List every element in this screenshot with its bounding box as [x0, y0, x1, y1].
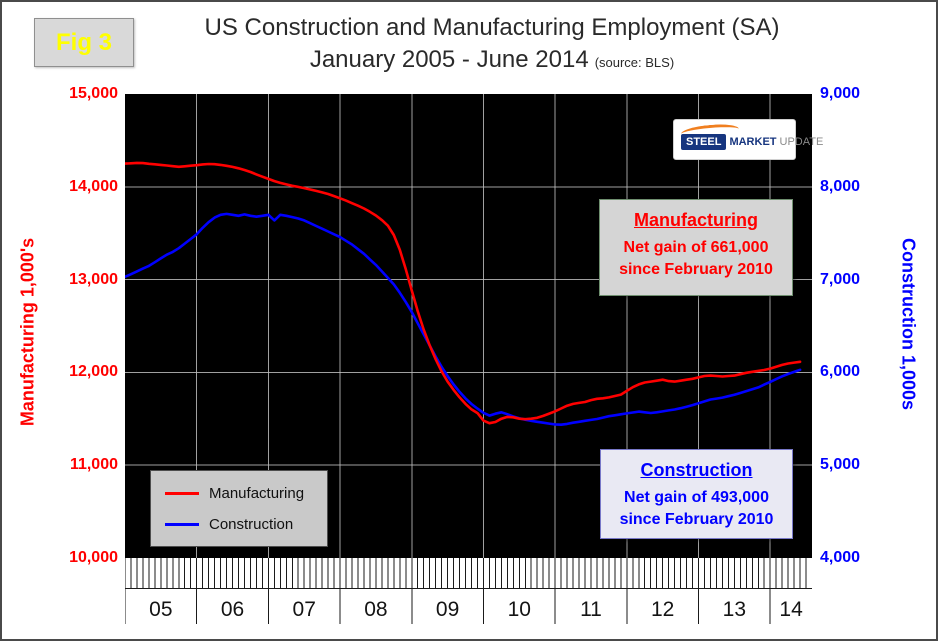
construction-annotation-line1: Net gain of 493,000 [624, 489, 769, 506]
right-axis-tick-labels: 9,000 8,000 7,000 6,000 5,000 4,000 [820, 2, 910, 639]
series-line-manufacturing [125, 161, 802, 425]
x-axis-year-label: 07 [293, 598, 316, 621]
logo-word-steel: STEEL [681, 134, 727, 150]
logo-text-row: STEEL MARKET UPDATE [681, 134, 823, 150]
x-axis-year-label: 08 [364, 598, 387, 621]
construction-annotation-line2: since February 2010 [619, 510, 774, 528]
manufacturing-line-swatch [165, 491, 199, 495]
legend-label-manufacturing: Manufacturing [209, 484, 305, 502]
legend-label-construction: Construction [209, 515, 294, 533]
right-axis-title: Construction 1,000s [898, 237, 919, 411]
manufacturing-annotation-line2: since February 2010 [619, 260, 773, 278]
left-axis-tick-label: 10,000 [69, 549, 118, 566]
left-axis-tick-labels: 15,000 14,000 13,000 12,000 11,000 10,000 [28, 2, 118, 639]
title-block: US Construction and Manufacturing Employ… [112, 14, 872, 74]
manufacturing-annotation-line1: Net gain of 661,000 [623, 239, 769, 256]
left-axis-tick-label: 13,000 [69, 270, 118, 288]
construction-annotation-box: Construction Net gain of 493,000 since F… [600, 449, 793, 539]
right-axis-tick-label: 8,000 [820, 177, 861, 195]
series-line-construction [125, 212, 802, 427]
source-note: (source: BLS) [594, 55, 675, 70]
left-axis-tick-label: 15,000 [69, 85, 118, 102]
manufacturing-annotation-title: Manufacturing [634, 210, 758, 230]
figure-number-label: Fig 3 [55, 28, 112, 56]
manufacturing-annotation-box: Manufacturing Net gain of 661,000 since … [599, 199, 793, 296]
left-axis-title: Manufacturing 1,000's [17, 237, 38, 427]
logo-word-market: MARKET [729, 136, 777, 148]
right-axis-tick-label: 6,000 [820, 363, 861, 381]
x-axis-year-label: 12 [651, 598, 674, 621]
left-axis-tick-label: 12,000 [69, 363, 118, 381]
right-axis-tick-label: 5,000 [820, 456, 861, 474]
steel-market-update-logo: STEEL MARKET UPDATE [673, 119, 823, 160]
chart-subtitle-text: January 2005 - June 2014 [309, 46, 589, 73]
logo-word-update: UPDATE [779, 136, 824, 148]
figure-number-box: Fig 3 [34, 18, 134, 67]
x-axis-year-label: 11 [580, 598, 602, 621]
construction-line-swatch [165, 522, 199, 526]
left-axis-tick-label: 14,000 [69, 177, 118, 195]
legend-item-construction: Construction [165, 516, 313, 533]
legend-item-manufacturing: Manufacturing [165, 485, 313, 502]
left-axis-tick-label: 11,000 [69, 456, 118, 474]
x-axis-year-label: 09 [436, 598, 459, 621]
x-axis-year-label: 06 [221, 598, 244, 621]
legend: Manufacturing Construction [150, 470, 328, 547]
right-axis-tick-label: 4,000 [820, 549, 861, 566]
x-axis-year-label: 13 [723, 598, 746, 621]
x-axis: 05 06 07 08 09 10 11 12 13 14 [125, 558, 812, 624]
construction-annotation-title: Construction [640, 460, 753, 480]
x-axis-year-label: 05 [149, 598, 172, 621]
x-axis-year-label: 10 [508, 598, 531, 621]
chart-subtitle: January 2005 - June 2014 (source: BLS) [112, 46, 872, 74]
chart-title: US Construction and Manufacturing Employ… [204, 14, 780, 41]
right-axis-tick-label: 9,000 [820, 85, 861, 102]
x-axis-year-label: 14 [779, 598, 803, 621]
right-axis-tick-label: 7,000 [820, 270, 861, 288]
